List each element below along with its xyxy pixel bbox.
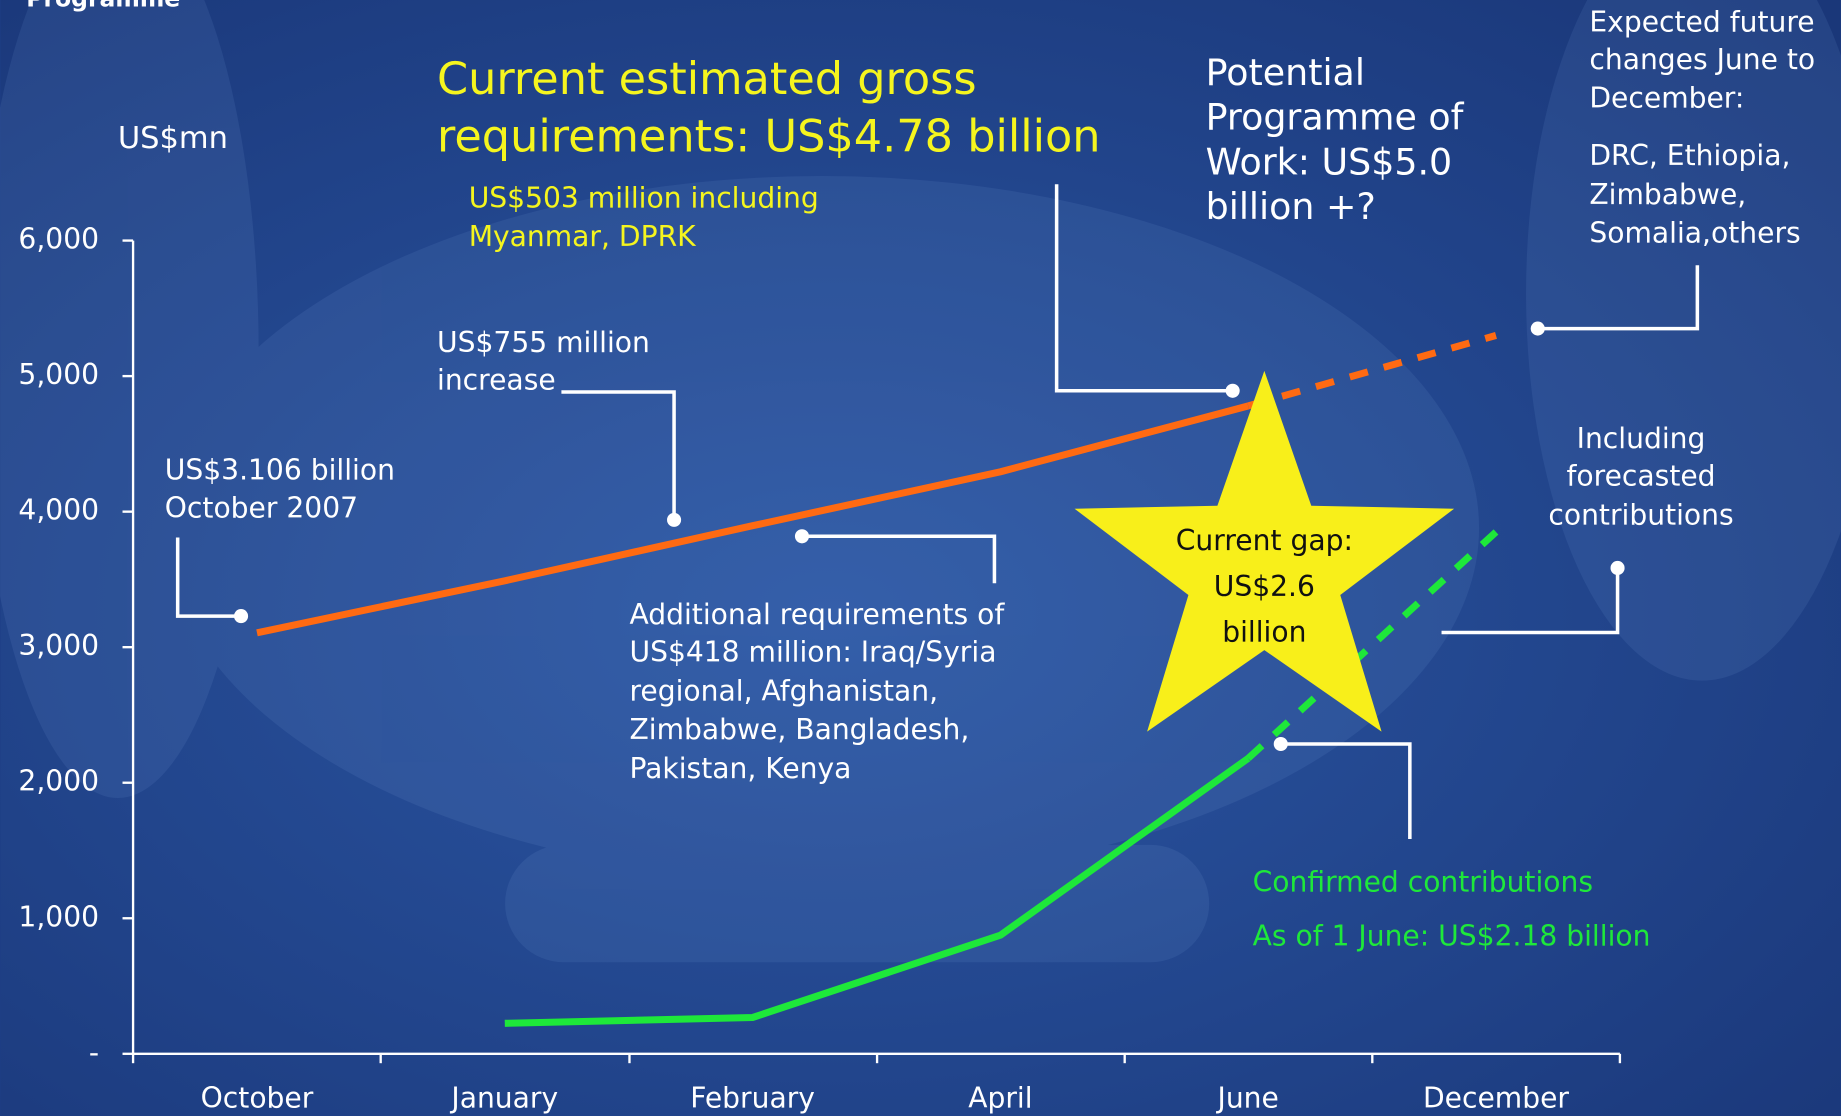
annotation: DRC, Ethiopia, <box>1589 139 1790 172</box>
subtitle: Myanmar, DPRK <box>469 220 697 253</box>
chart-title: requirements: US$4.78 billion <box>437 111 1101 163</box>
annotation: contributions <box>1548 498 1733 531</box>
annotation: billion <box>1222 616 1306 649</box>
annotation: forecasted <box>1566 460 1715 493</box>
annotation: increase <box>437 363 556 396</box>
chart-title: Current estimated gross <box>437 53 977 105</box>
subtitle: US$503 million including <box>469 181 819 214</box>
annotation: US$2.6 <box>1214 570 1315 603</box>
y-tick-label: 5,000 <box>18 358 99 391</box>
y-tick-label: 1,000 <box>18 900 99 933</box>
annotation: Additional requirements of <box>629 598 1005 631</box>
annotation: Current gap: <box>1176 524 1353 557</box>
annotation: US$3.106 billion <box>165 454 395 487</box>
y-tick-label: 4,000 <box>18 494 99 527</box>
y-tick-label: - <box>89 1036 99 1069</box>
x-tick-label: June <box>1216 1082 1279 1115</box>
x-tick-label: February <box>690 1082 815 1115</box>
annotation: Zimbabwe, Bangladesh, <box>629 713 969 746</box>
y-tick-label: 2,000 <box>18 765 99 798</box>
annotation: October 2007 <box>165 491 358 524</box>
x-tick-label: October <box>201 1082 314 1115</box>
annotation: regional, Afghanistan, <box>629 674 938 707</box>
x-tick-label: January <box>449 1082 558 1115</box>
annotation: Confirmed contributions <box>1253 866 1593 899</box>
annotation: Expected future <box>1589 5 1814 38</box>
x-tick-label: December <box>1423 1082 1569 1115</box>
annotation: Work: US$5.0 <box>1206 140 1453 183</box>
annotation: Potential <box>1206 51 1365 94</box>
chart: Programme US$mn Current estimated gross … <box>0 0 1841 1116</box>
annotation: changes June to <box>1589 43 1815 76</box>
x-tick-label: April <box>968 1082 1032 1115</box>
annotation: US$418 million: Iraq/Syria <box>629 636 996 669</box>
annotation: December: <box>1589 82 1744 115</box>
annotation: Zimbabwe, <box>1589 178 1746 211</box>
y-axis-label: US$mn <box>118 121 228 156</box>
annotation: Including <box>1577 422 1706 455</box>
annotation: US$755 million <box>437 326 650 359</box>
annotation: Programme of <box>1206 96 1465 139</box>
annotation: Somalia,others <box>1589 217 1800 250</box>
y-tick-label: 6,000 <box>18 223 99 256</box>
annotation: As of 1 June: US$2.18 billion <box>1253 920 1651 953</box>
header: Programme <box>26 0 180 13</box>
annotation: Pakistan, Kenya <box>629 752 851 785</box>
annotation: billion +? <box>1206 185 1376 228</box>
y-tick-label: 3,000 <box>18 629 99 662</box>
